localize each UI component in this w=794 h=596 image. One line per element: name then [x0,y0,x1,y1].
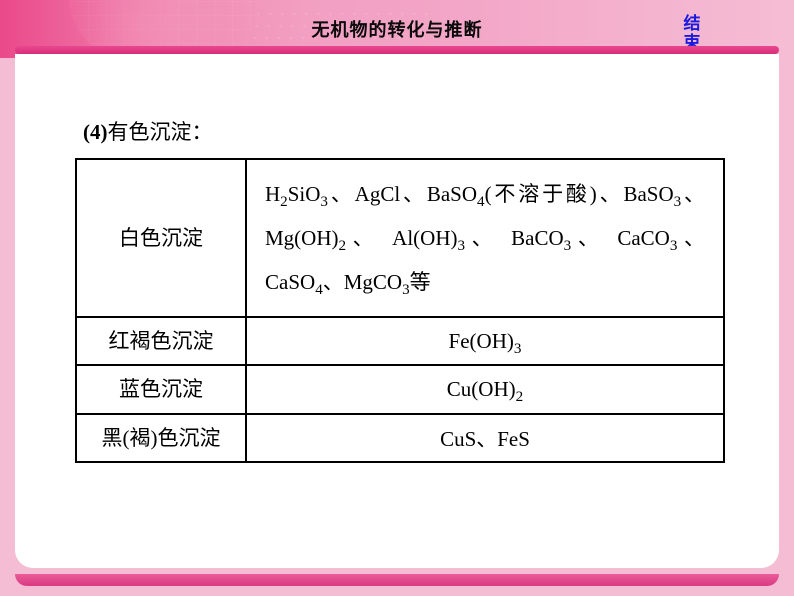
row-label: 红褐色沉淀 [76,317,246,365]
slide-header: 无机物的转化与推断 结束 [0,0,794,58]
content-area: (4)有色沉淀： 白色沉淀 H2SiO3、AgCl、BaSO4(不溶于酸)、Ba… [15,54,779,568]
row-data: Fe(OH)3 [246,317,724,365]
row-label: 黑(褐)色沉淀 [76,414,246,462]
precipitate-table: 白色沉淀 H2SiO3、AgCl、BaSO4(不溶于酸)、BaSO3、Mg(OH… [75,158,725,463]
footer-pill [15,574,779,586]
header-title: 无机物的转化与推断 [312,16,483,42]
row-label: 白色沉淀 [76,159,246,317]
row-data: H2SiO3、AgCl、BaSO4(不溶于酸)、BaSO3、Mg(OH)2、 A… [246,159,724,317]
table-row: 黑(褐)色沉淀 CuS、FeS [76,414,724,462]
row-data: CuS、FeS [246,414,724,462]
table-row: 白色沉淀 H2SiO3、AgCl、BaSO4(不溶于酸)、BaSO3、Mg(OH… [76,159,724,317]
table-row: 蓝色沉淀 Cu(OH)2 [76,365,724,413]
table-row: 红褐色沉淀 Fe(OH)3 [76,317,724,365]
header-divider-bar [15,46,779,54]
row-data: Cu(OH)2 [246,365,724,413]
slide: 无机物的转化与推断 结束 (4)有色沉淀： 白色沉淀 H2SiO3、AgCl、B… [0,0,794,596]
row-label: 蓝色沉淀 [76,365,246,413]
section-title-text: 有色沉淀： [108,120,213,144]
section-heading: (4)有色沉淀： [83,116,213,146]
section-number: (4) [83,120,108,144]
